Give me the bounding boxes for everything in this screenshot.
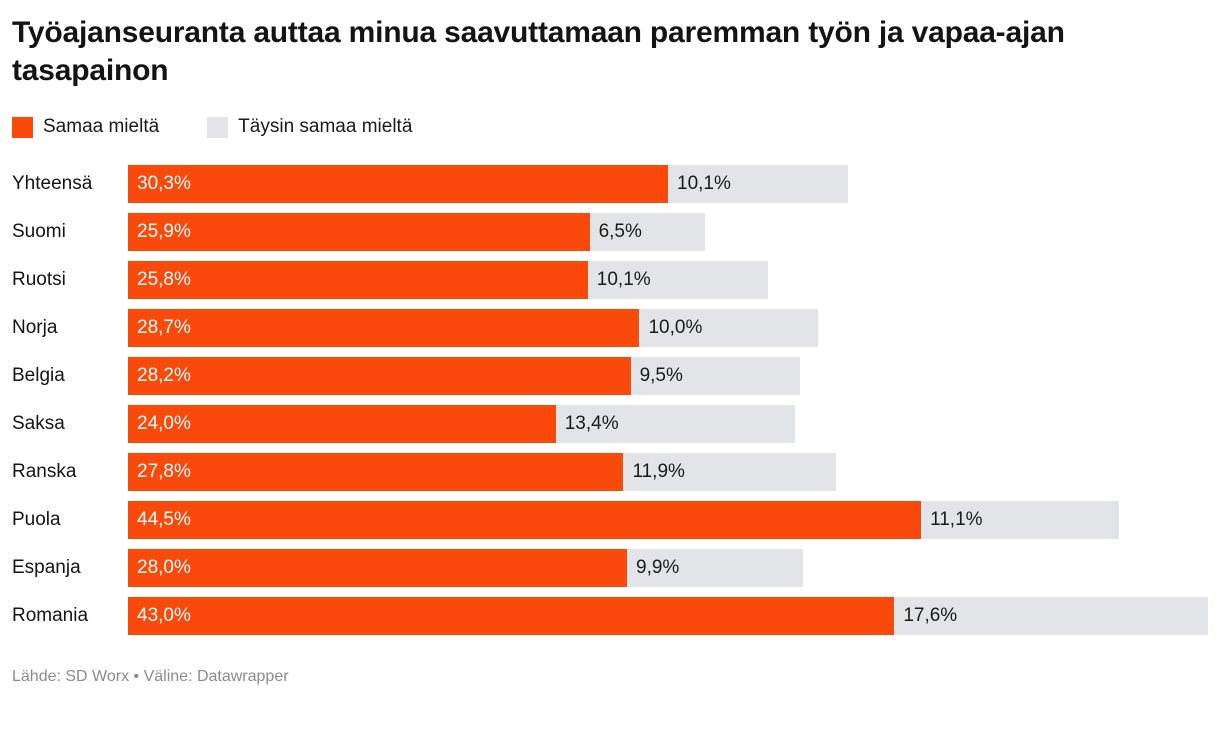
legend-swatch-agree [12,116,33,138]
bar-value-label: 17,6% [903,605,958,627]
row-label: Norja [12,317,58,339]
bar-value-label: 11,9% [632,461,685,483]
row-label: Yhteensä [12,173,93,195]
chart-row: Belgia 28,2% 9,5% [12,352,1208,400]
bar-value-label: 44,5% [137,509,191,531]
bar-segment-strongly-agree: 11,9% [623,453,836,492]
bar-value-label: 9,9% [636,557,680,579]
bar-segment-strongly-agree: 10,1% [587,261,768,300]
bar-value-label: 24,0% [137,413,191,435]
bar-value-label: 10,0% [648,317,703,339]
legend-item-agree: Samaa mieltä [12,116,159,138]
bar-area: 44,5% 11,1% [128,501,1208,540]
bar-segment-agree: 24,0% [128,405,556,444]
bar-value-label: 10,1% [596,269,651,291]
bar-value-label: 6,5% [598,221,642,243]
bar-value-label: 28,7% [137,317,191,339]
row-label: Ranska [12,461,77,483]
bar-segment-agree: 28,0% [128,549,627,588]
legend-swatch-strongly-agree [207,116,229,138]
legend: Samaa mieltä Täysin samaa mieltä [12,116,1208,138]
row-label: Puola [12,509,61,531]
bar-value-label: 28,2% [137,365,191,387]
bar-segment-agree: 30,3% [128,165,668,204]
chart-row: Yhteensä 30,3% 10,1% [12,160,1208,208]
bar-area: 27,8% 11,9% [128,453,1208,492]
bar-value-label: 28,0% [137,557,191,579]
bar-area: 28,2% 9,5% [128,357,1208,396]
bar-area: 28,7% 10,0% [128,309,1208,348]
legend-label-agree: Samaa mieltä [43,116,160,138]
bar-value-label: 25,8% [137,269,191,291]
bar-segment-agree: 44,5% [128,501,922,540]
source-attribution: Lähde: SD Worx • Väline: Datawrapper [12,668,289,686]
bar-segment-agree: 28,7% [128,309,640,348]
chart-row: Puola 44,5% 11,1% [12,496,1208,544]
bar-value-label: 43,0% [137,605,191,627]
chart-row: Ruotsi 25,8% 10,1% [12,256,1208,304]
bar-value-label: 27,8% [137,461,191,483]
bar-segment-agree: 25,8% [128,261,588,300]
bar-segment-strongly-agree: 10,0% [639,309,818,348]
legend-label-strongly-agree: Täysin samaa mieltä [238,116,413,138]
bar-value-label: 25,9% [137,221,191,243]
row-label: Belgia [12,365,65,387]
bar-segment-strongly-agree: 9,5% [630,357,800,396]
chart-row: Espanja 28,0% 9,9% [12,544,1208,592]
row-label: Ruotsi [12,269,66,291]
chart-row: Norja 28,7% 10,0% [12,304,1208,352]
bar-segment-strongly-agree: 6,5% [589,213,706,252]
bar-area: 25,8% 10,1% [128,261,1208,300]
bar-segment-strongly-agree: 9,9% [627,549,804,588]
legend-item-strongly-agree: Täysin samaa mieltä [207,116,412,138]
chart-title: Työajanseuranta auttaa minua saavuttamaa… [12,16,1065,88]
bar-value-label: 30,3% [137,173,191,195]
bar-segment-agree: 43,0% [128,597,895,636]
chart-row: Romania 43,0% 17,6% [12,592,1208,640]
bar-segment-strongly-agree: 17,6% [894,597,1208,636]
bar-value-label: 9,5% [639,365,683,387]
chart-row: Saksa 24,0% 13,4% [12,400,1208,448]
bar-area: 30,3% 10,1% [128,165,1208,204]
row-label: Suomi [12,221,66,243]
row-label: Saksa [12,413,65,435]
bar-value-label: 11,1% [930,509,983,531]
chart-row: Ranska 27,8% 11,9% [12,448,1208,496]
bar-value-label: 10,1% [677,173,731,195]
bar-segment-strongly-agree: 10,1% [668,165,848,204]
bar-area: 43,0% 17,6% [128,597,1208,636]
bar-segment-agree: 27,8% [128,453,624,492]
bar-segment-agree: 28,2% [128,357,631,396]
bar-area: 25,9% 6,5% [128,213,1208,252]
row-label: Espanja [12,557,81,579]
row-label: Romania [12,605,89,627]
bar-segment-strongly-agree: 13,4% [555,405,795,444]
chart-row: Suomi 25,9% 6,5% [12,208,1208,256]
chart-rows: Yhteensä 30,3% 10,1% Suomi 25,9% 6,5% Ruotsi 25… [12,160,1208,640]
bar-area: 24,0% 13,4% [128,405,1208,444]
bar-value-label: 13,4% [564,413,619,435]
bar-segment-agree: 25,9% [128,213,590,252]
bar-area: 28,0% 9,9% [128,549,1208,588]
bar-segment-strongly-agree: 11,1% [921,501,1119,540]
